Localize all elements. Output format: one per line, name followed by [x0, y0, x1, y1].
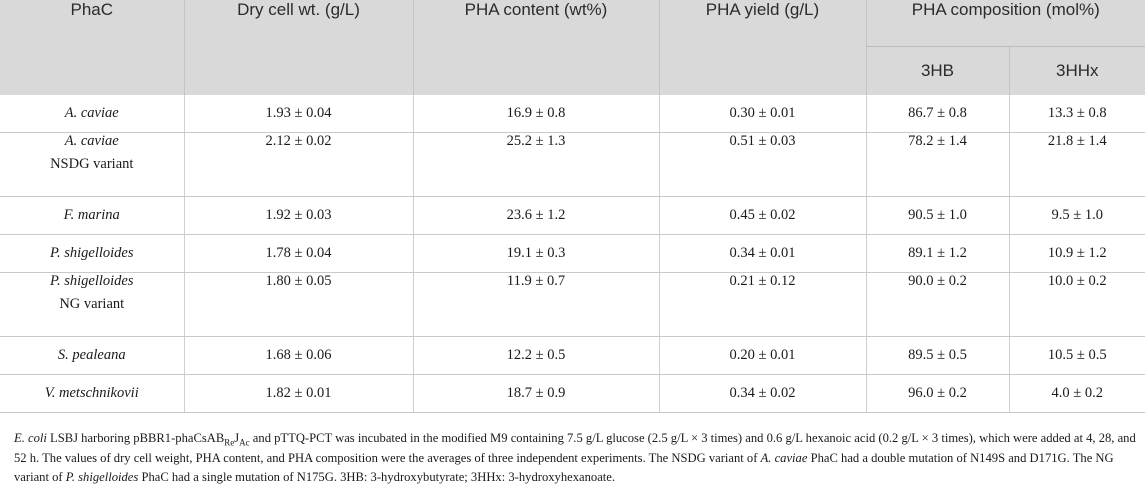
table-row: P. shigelloides NG variant 1.80 ± 0.05 11… — [0, 272, 1145, 337]
organism-cell: A. caviae — [0, 95, 184, 133]
pha-content-value: 23.6 ± 1.2 — [412, 196, 659, 235]
hb-value: 89.1 ± 1.2 — [865, 234, 1009, 273]
header-3hb: 3HB — [865, 46, 1009, 95]
header-phac: PhaC — [0, 0, 184, 95]
dry-cell-value: 2.12 ± 0.02 — [183, 132, 413, 197]
header-3hhx: 3HHx — [1008, 46, 1145, 95]
pha-yield-value: 0.20 ± 0.01 — [658, 336, 866, 375]
hb-value: 78.2 ± 1.4 — [865, 132, 1009, 197]
organism-cell: F. marina — [0, 196, 184, 235]
pha-yield-value: 0.30 ± 0.01 — [658, 95, 866, 133]
hhx-value: 10.0 ± 0.2 — [1008, 272, 1145, 337]
variant-label: NSDG variant — [50, 156, 134, 172]
header-dry-cell-weight: Dry cell wt. (g/L) — [183, 0, 413, 95]
footnote-text-4: PhaC had a double mutation of N149S and … — [14, 450, 1114, 485]
table-row: F. marina 1.92 ± 0.03 23.6 ± 1.2 0.45 ± … — [0, 196, 1145, 235]
organism-cell: S. pealeana — [0, 336, 184, 375]
pha-content-value: 12.2 ± 0.5 — [412, 336, 659, 375]
hhx-value: 21.8 ± 1.4 — [1008, 132, 1145, 197]
table-row: A. caviae 1.93 ± 0.04 16.9 ± 0.8 0.30 ± … — [0, 95, 1145, 133]
pha-yield-value: 0.34 ± 0.01 — [658, 234, 866, 273]
footnote-subscript-ac: Ac — [239, 437, 250, 448]
header-pha-composition: PHA composition (mol%) — [865, 0, 1145, 47]
footnote-pshigelloides: P. shigelloides — [65, 470, 139, 485]
table-row: S. pealeana 1.68 ± 0.06 12.2 ± 0.5 0.20 … — [0, 336, 1145, 375]
dry-cell-value: 1.78 ± 0.04 — [183, 234, 413, 273]
organism-name: P. shigelloides — [49, 273, 134, 289]
header-pha-yield: PHA yield (g/L) — [658, 0, 866, 95]
footnote-acaviae: A. caviae — [760, 450, 808, 465]
organism-cell: P. shigelloides — [0, 234, 184, 273]
dry-cell-value: 1.82 ± 0.01 — [183, 374, 413, 413]
footnote-subscript-re: Re — [224, 437, 235, 448]
footnote-ecoli: E. coli — [14, 431, 47, 445]
dry-cell-value: 1.93 ± 0.04 — [183, 95, 413, 133]
dry-cell-value: 1.80 ± 0.05 — [183, 272, 413, 337]
hhx-value: 10.5 ± 0.5 — [1008, 336, 1145, 375]
hhx-value: 4.0 ± 0.2 — [1008, 374, 1145, 413]
variant-label: NG variant — [59, 296, 125, 312]
pha-content-value: 25.2 ± 1.3 — [412, 132, 659, 197]
footnote-text-1: LSBJ harboring pBBR1-phaCsAB — [46, 431, 225, 445]
pha-content-value: 18.7 ± 0.9 — [412, 374, 659, 413]
organism-name: A. caviae — [64, 133, 119, 149]
dry-cell-value: 1.92 ± 0.03 — [183, 196, 413, 235]
hb-value: 86.7 ± 0.8 — [865, 95, 1009, 133]
hb-value: 90.0 ± 0.2 — [865, 272, 1009, 337]
footnote-text-3: and pTTQ-PCT was incubated in the modifi… — [14, 431, 1136, 465]
table-footnote: E. coli LSBJ harboring pBBR1-phaCsABReJA… — [14, 429, 1139, 488]
hb-value: 89.5 ± 0.5 — [865, 336, 1009, 375]
dry-cell-value: 1.68 ± 0.06 — [183, 336, 413, 375]
table-row: P. shigelloides 1.78 ± 0.04 19.1 ± 0.3 0… — [0, 234, 1145, 273]
hhx-value: 13.3 ± 0.8 — [1008, 95, 1145, 133]
pha-content-value: 19.1 ± 0.3 — [412, 234, 659, 273]
organism-cell: V. metschnikovii — [0, 374, 184, 413]
organism-cell: A. caviae NSDG variant — [0, 132, 184, 197]
pha-table: PhaC Dry cell wt. (g/L) PHA content (wt%… — [0, 0, 1145, 413]
pha-yield-value: 0.45 ± 0.02 — [658, 196, 866, 235]
organism-cell: P. shigelloides NG variant — [0, 272, 184, 337]
hb-value: 90.5 ± 1.0 — [865, 196, 1009, 235]
hhx-value: 10.9 ± 1.2 — [1008, 234, 1145, 273]
hhx-value: 9.5 ± 1.0 — [1008, 196, 1145, 235]
table-row: A. caviae NSDG variant 2.12 ± 0.02 25.2 ±… — [0, 132, 1145, 197]
table-row: V. metschnikovii 1.82 ± 0.01 18.7 ± 0.9 … — [0, 374, 1145, 413]
footnote-text-5: PhaC had a single mutation of N175G. 3HB… — [138, 470, 616, 485]
pha-yield-value: 0.21 ± 0.12 — [658, 272, 866, 337]
pha-content-value: 16.9 ± 0.8 — [412, 95, 659, 133]
pha-yield-value: 0.34 ± 0.02 — [658, 374, 866, 413]
header-pha-content: PHA content (wt%) — [412, 0, 659, 95]
pha-yield-value: 0.51 ± 0.03 — [658, 132, 866, 197]
pha-content-value: 11.9 ± 0.7 — [412, 272, 659, 337]
hb-value: 96.0 ± 0.2 — [865, 374, 1009, 413]
footnote-text-2: J — [234, 431, 240, 445]
